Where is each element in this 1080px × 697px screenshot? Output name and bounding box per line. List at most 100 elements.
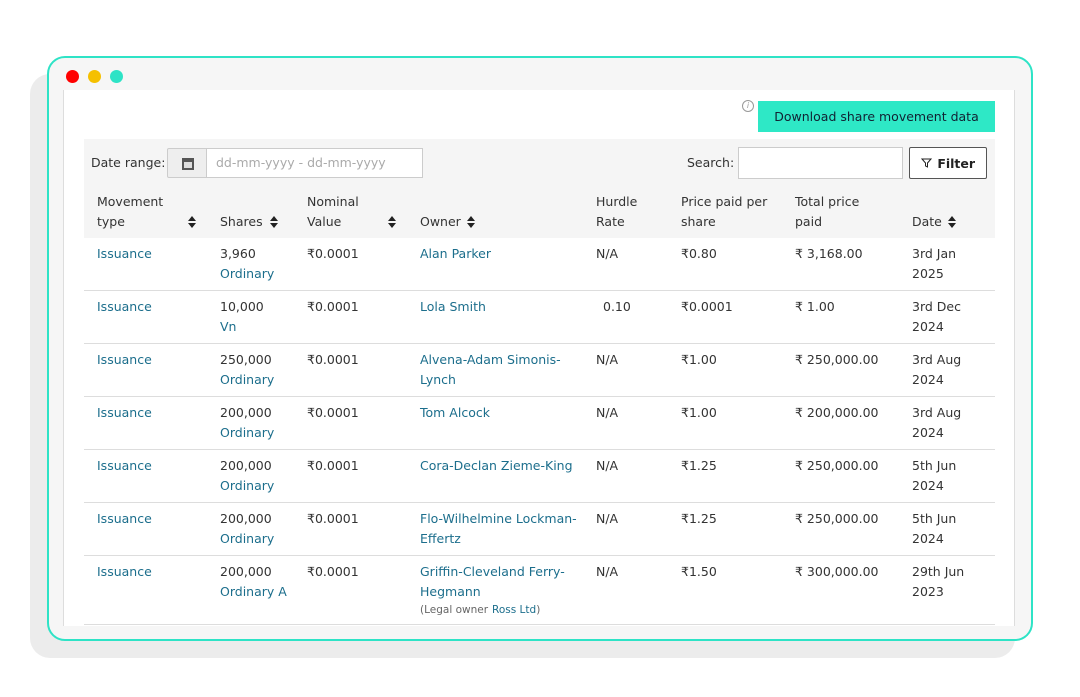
type-cell: Issuance bbox=[84, 396, 207, 450]
total-cell: ₹ 250,000.00 bbox=[782, 343, 899, 397]
col-header: Total price paid bbox=[782, 186, 899, 238]
share-class-link[interactable]: Vn bbox=[220, 319, 237, 334]
owner-link[interactable]: Tom Alcock bbox=[420, 405, 490, 420]
type-cell: Issuance bbox=[84, 449, 207, 503]
filter-button[interactable]: Filter bbox=[909, 147, 987, 179]
type-cell: Issuance bbox=[84, 238, 207, 291]
price-cell: ₹1.00 bbox=[668, 343, 782, 397]
date-cell: 3rd Aug 2024 bbox=[899, 343, 995, 397]
sort-icon bbox=[948, 216, 956, 228]
hurdle-cell: N/A bbox=[583, 396, 668, 450]
owner-link[interactable]: Flo-Wilhelmine Lockman-Effertz bbox=[420, 511, 577, 546]
nominal-cell: ₹0.0001 bbox=[294, 238, 407, 291]
search-input[interactable] bbox=[738, 147, 903, 179]
share-class-link[interactable]: Ordinary bbox=[220, 425, 275, 440]
download-button[interactable]: Download share movement data bbox=[758, 101, 995, 132]
date-cell: 5th Jun 2024 bbox=[899, 449, 995, 503]
shares-cell: 200,000 Ordinary bbox=[207, 449, 294, 503]
col-label: Hurdle Rate bbox=[596, 194, 638, 229]
table-row: Issuance 10,000 Vn ₹0.0001 Lola Smith 0.10 ₹0.… bbox=[84, 290, 995, 344]
info-icon[interactable]: i bbox=[742, 100, 754, 112]
owner-cell: Cora-Declan Zieme-King bbox=[407, 449, 583, 503]
owner-link[interactable]: Cora-Declan Zieme-King bbox=[420, 458, 573, 473]
share-class-link[interactable]: Ordinary bbox=[220, 478, 275, 493]
price-cell: ₹1.50 bbox=[668, 555, 782, 625]
date-cell: 29th Jun 2023 bbox=[899, 555, 995, 625]
nominal-cell: ₹0.0001 bbox=[294, 502, 407, 556]
nominal-cell: ₹0.0001 bbox=[294, 396, 407, 450]
col-header[interactable]: Owner bbox=[407, 186, 583, 238]
calendar-icon[interactable] bbox=[167, 148, 207, 178]
share-count: 250,000 bbox=[220, 352, 272, 367]
hurdle-cell: 0.10 bbox=[583, 290, 668, 344]
col-header[interactable]: Shares bbox=[207, 186, 294, 238]
date-range-label: Date range: bbox=[91, 155, 166, 170]
type-cell: Issuance bbox=[84, 343, 207, 397]
legal-owner-link[interactable]: Ross Ltd bbox=[492, 604, 537, 616]
owner-link[interactable]: Alvena-Adam Simonis-Lynch bbox=[420, 352, 561, 387]
movement-type-link[interactable]: Issuance bbox=[97, 511, 152, 526]
sort-icon bbox=[467, 216, 475, 228]
movement-type-link[interactable]: Issuance bbox=[97, 405, 152, 420]
nominal-cell: ₹0.0001 bbox=[294, 290, 407, 344]
movement-type-link[interactable]: Issuance bbox=[97, 246, 152, 261]
shares-cell: 200,000 Ordinary bbox=[207, 396, 294, 450]
col-header[interactable]: Movement type bbox=[84, 186, 207, 238]
movement-type-link[interactable]: Issuance bbox=[97, 458, 152, 473]
col-header[interactable]: Nominal Value bbox=[294, 186, 407, 238]
hurdle-cell: N/A bbox=[583, 343, 668, 397]
type-cell: Issuance bbox=[84, 502, 207, 556]
price-cell: ₹1.00 bbox=[668, 396, 782, 450]
content-panel: i Download share movement data Date rang… bbox=[63, 90, 1015, 626]
calendar-glyph bbox=[182, 158, 194, 170]
owner-cell: Tom Alcock bbox=[407, 396, 583, 450]
col-label: Total price paid bbox=[795, 194, 860, 229]
sort-icon bbox=[270, 216, 278, 228]
col-label: Shares bbox=[220, 214, 263, 229]
col-label: Nominal Value bbox=[307, 194, 359, 229]
header-row: Movement type Shares Nominal Value Owner… bbox=[84, 186, 995, 238]
share-count: 200,000 bbox=[220, 564, 272, 579]
search-label: Search: bbox=[687, 155, 735, 170]
owner-cell: Flo-Wilhelmine Lockman-Effertz bbox=[407, 502, 583, 556]
hurdle-cell: N/A bbox=[583, 555, 668, 625]
owner-link[interactable]: Alan Parker bbox=[420, 246, 491, 261]
close-dot[interactable] bbox=[66, 70, 79, 83]
owner-link[interactable]: Lola Smith bbox=[420, 299, 486, 314]
price-cell: ₹0.80 bbox=[668, 238, 782, 291]
nominal-cell: ₹0.0001 bbox=[294, 449, 407, 503]
table-row: Issuance 200,000 Ordinary ₹0.0001 Tom Alcock… bbox=[84, 396, 995, 450]
movement-type-link[interactable]: Issuance bbox=[97, 299, 152, 314]
date-range-input[interactable]: dd-mm-yyyy - dd-mm-yyyy bbox=[206, 148, 423, 178]
share-class-link[interactable]: Ordinary bbox=[220, 531, 275, 546]
toolbar: Date range: dd-mm-yyyy - dd-mm-yyyy Sear… bbox=[84, 139, 995, 186]
movement-type-link[interactable]: Issuance bbox=[97, 564, 152, 579]
price-cell: ₹1.25 bbox=[668, 502, 782, 556]
browser-window: i Download share movement data Date rang… bbox=[47, 56, 1033, 641]
price-cell: ₹0.0001 bbox=[668, 290, 782, 344]
total-cell: ₹ 1.00 bbox=[782, 290, 899, 344]
share-class-link[interactable]: Ordinary bbox=[220, 266, 275, 281]
hurdle-cell: N/A bbox=[583, 238, 668, 291]
total-cell: ₹ 250,000.00 bbox=[782, 449, 899, 503]
shares-cell: 200,000 Ordinary A bbox=[207, 555, 294, 625]
movement-type-link[interactable]: Issuance bbox=[97, 352, 152, 367]
table-body: Issuance 3,960 Ordinary ₹0.0001 Alan Parker N… bbox=[84, 238, 995, 625]
maximize-dot[interactable] bbox=[110, 70, 123, 83]
date-cell: 5th Jun 2024 bbox=[899, 502, 995, 556]
date-cell: 3rd Dec 2024 bbox=[899, 290, 995, 344]
col-header: Price paid per share bbox=[668, 186, 782, 238]
total-cell: ₹ 250,000.00 bbox=[782, 502, 899, 556]
share-count: 3,960 bbox=[220, 246, 256, 261]
share-class-link[interactable]: Ordinary A bbox=[220, 584, 287, 599]
table-row: Issuance 250,000 Ordinary ₹0.0001 Alvena-Ada… bbox=[84, 343, 995, 397]
share-class-link[interactable]: Ordinary bbox=[220, 372, 275, 387]
share-count: 200,000 bbox=[220, 511, 272, 526]
nominal-cell: ₹0.0001 bbox=[294, 343, 407, 397]
minimize-dot[interactable] bbox=[88, 70, 101, 83]
owner-link[interactable]: Griffin-Cleveland Ferry-Hegmann bbox=[420, 564, 565, 599]
col-header[interactable]: Date bbox=[899, 186, 995, 238]
shares-cell: 3,960 Ordinary bbox=[207, 238, 294, 291]
table-row: Issuance 3,960 Ordinary ₹0.0001 Alan Parker N… bbox=[84, 238, 995, 291]
